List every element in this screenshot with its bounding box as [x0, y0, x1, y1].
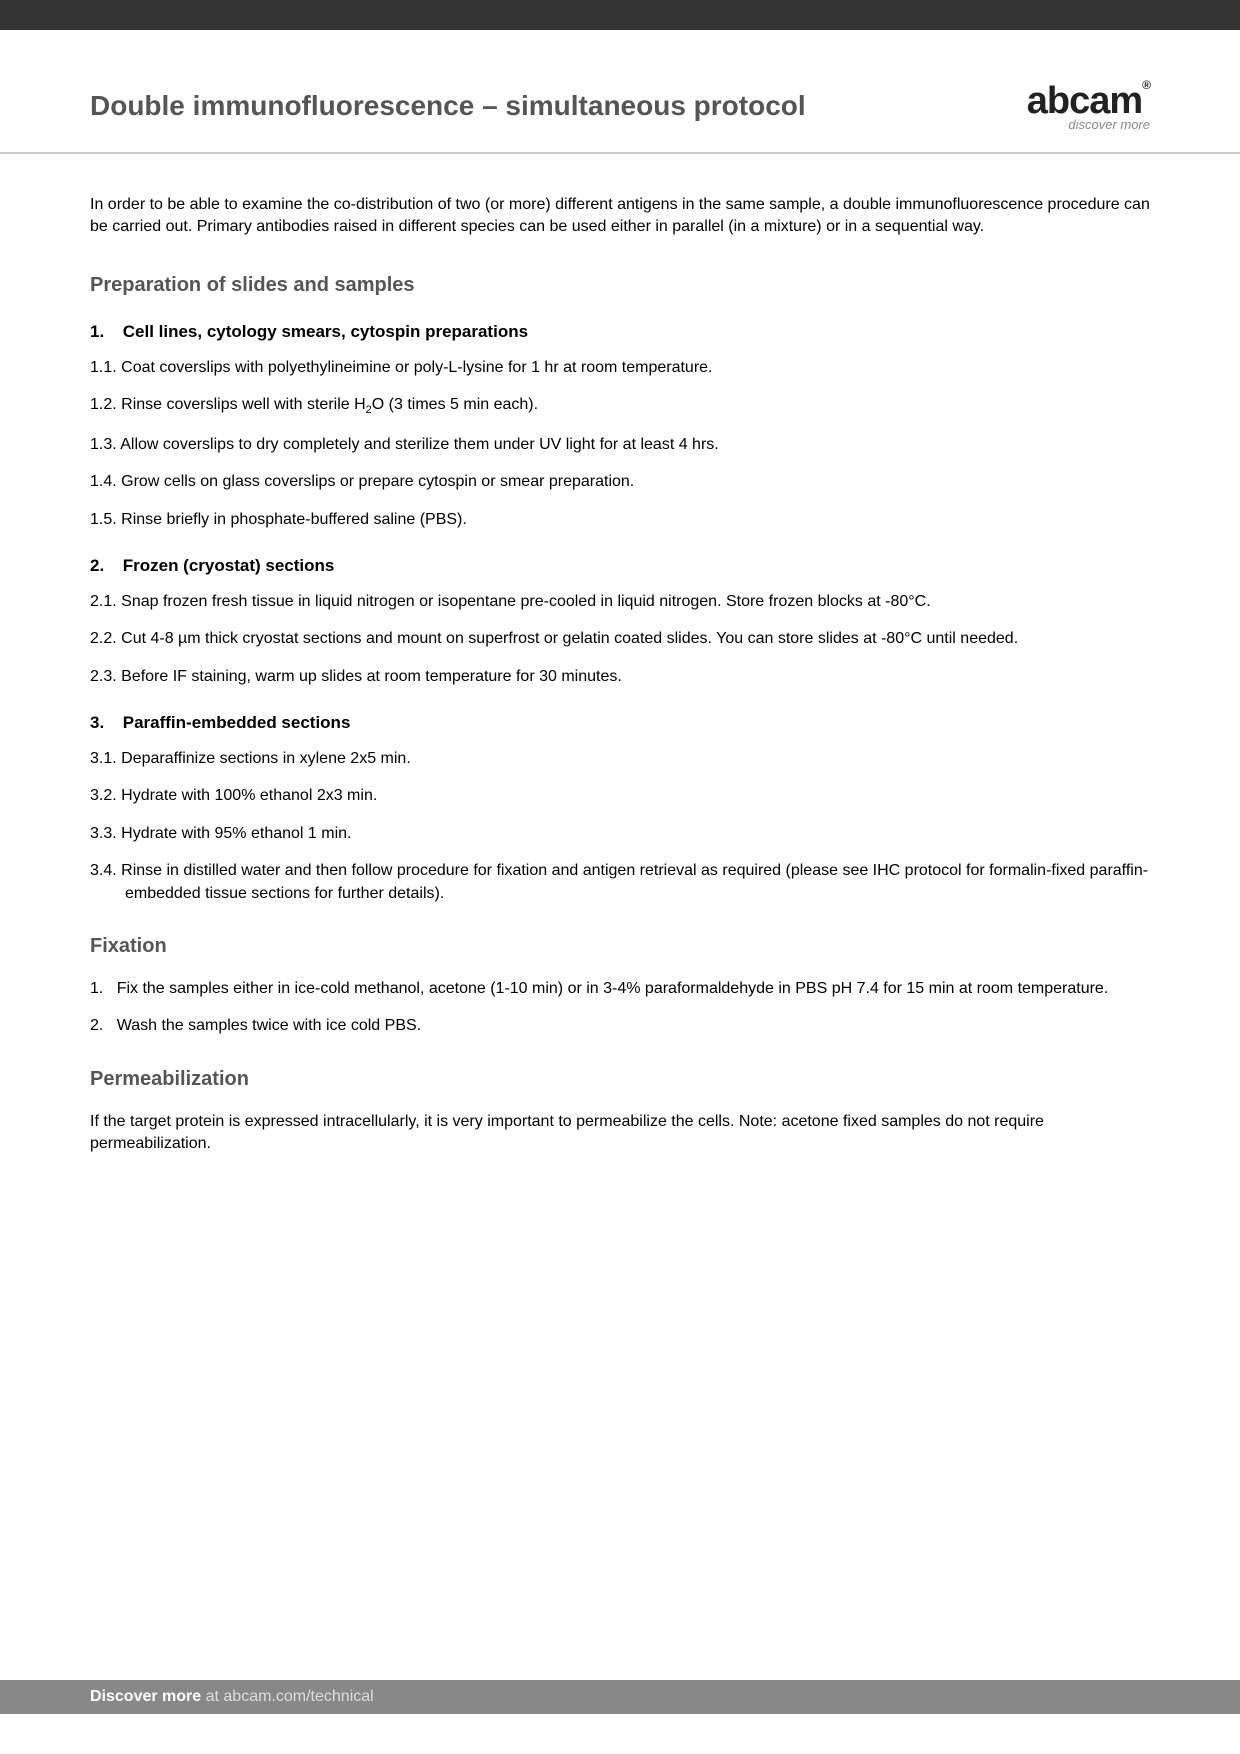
- step-item: 1.1. Coat coverslips with polyethylineim…: [90, 357, 1150, 379]
- step-num: 2.3.: [90, 668, 117, 685]
- step-item: 1.4. Grow cells on glass coverslips or p…: [90, 471, 1150, 493]
- subsection-title: Cell lines, cytology smears, cytospin pr…: [123, 322, 528, 341]
- step-text-post: O (3 times 5 min each).: [372, 396, 538, 413]
- header: Double immunofluorescence – simultaneous…: [0, 30, 1240, 152]
- step-item: 2.2. Cut 4-8 µm thick cryostat sections …: [90, 628, 1150, 650]
- subsection-title: Frozen (cryostat) sections: [123, 556, 335, 575]
- step-text: Hydrate with 100% ethanol 2x3 min.: [121, 787, 377, 804]
- subsection-num: 3.: [90, 713, 118, 733]
- step-text: Snap frozen fresh tissue in liquid nitro…: [121, 593, 931, 610]
- step-num: 1.1.: [90, 359, 117, 376]
- section-permeabilization-heading: Permeabilization: [90, 1068, 1150, 1091]
- step-num: 1.: [90, 980, 103, 997]
- step-num: 3.3.: [90, 825, 117, 842]
- step-num: 1.5.: [90, 511, 117, 528]
- permeabilization-text: If the target protein is expressed intra…: [90, 1111, 1150, 1156]
- step-num: 3.1.: [90, 750, 117, 767]
- step-item: 2. Wash the samples twice with ice cold …: [90, 1015, 1150, 1037]
- step-text: Cut 4-8 µm thick cryostat sections and m…: [121, 630, 1018, 647]
- section-preparation-heading: Preparation of slides and samples: [90, 274, 1150, 297]
- step-text: Fix the samples either in ice-cold metha…: [117, 980, 1109, 997]
- logo: abcam® discover more: [1027, 80, 1150, 132]
- subsection-cell-lines-heading: 1. Cell lines, cytology smears, cytospin…: [90, 322, 1150, 342]
- step-num: 1.3.: [90, 436, 117, 453]
- subsection-frozen-heading: 2. Frozen (cryostat) sections: [90, 556, 1150, 576]
- logo-reg: ®: [1142, 78, 1150, 92]
- step-item: 2.3. Before IF staining, warm up slides …: [90, 666, 1150, 688]
- step-item: 2.1. Snap frozen fresh tissue in liquid …: [90, 591, 1150, 613]
- step-item: 1.2. Rinse coverslips well with sterile …: [90, 394, 1150, 419]
- subsection-num: 2.: [90, 556, 118, 576]
- step-num: 3.2.: [90, 787, 117, 804]
- step-text: Hydrate with 95% ethanol 1 min.: [121, 825, 351, 842]
- step-num: 2.1.: [90, 593, 117, 610]
- top-bar: [0, 0, 1240, 30]
- step-num: 3.4.: [90, 862, 117, 879]
- step-item: 3.3. Hydrate with 95% ethanol 1 min.: [90, 823, 1150, 845]
- step-num: 1.2.: [90, 396, 117, 413]
- step-text: Grow cells on glass coverslips or prepar…: [121, 473, 634, 490]
- logo-main: abcam®: [1027, 80, 1150, 123]
- step-num: 2.: [90, 1017, 103, 1034]
- step-text: Rinse briefly in phosphate-buffered sali…: [121, 511, 467, 528]
- step-num: 1.4.: [90, 473, 117, 490]
- header-divider: [0, 152, 1240, 154]
- step-text: Coat coverslips with polyethylineimine o…: [121, 359, 712, 376]
- subsection-num: 1.: [90, 322, 118, 342]
- step-text: Wash the samples twice with ice cold PBS…: [117, 1017, 421, 1034]
- footer: Discover more at abcam.com/technical: [0, 1680, 1240, 1714]
- step-item: 1.5. Rinse briefly in phosphate-buffered…: [90, 509, 1150, 531]
- footer-rest: at abcam.com/technical: [201, 1688, 374, 1705]
- step-num: 2.2.: [90, 630, 117, 647]
- content: In order to be able to examine the co-di…: [0, 194, 1240, 1156]
- logo-text: abcam: [1027, 80, 1142, 122]
- step-text: Deparaffinize sections in xylene 2x5 min…: [121, 750, 411, 767]
- step-text-pre: Rinse coverslips well with sterile H: [121, 396, 366, 413]
- step-text: Rinse in distilled water and then follow…: [121, 862, 1148, 901]
- section-fixation-heading: Fixation: [90, 935, 1150, 958]
- subsection-title: Paraffin-embedded sections: [123, 713, 351, 732]
- step-item: 3.1. Deparaffinize sections in xylene 2x…: [90, 748, 1150, 770]
- step-item: 1.3. Allow coverslips to dry completely …: [90, 434, 1150, 456]
- page-title: Double immunofluorescence – simultaneous…: [90, 90, 806, 122]
- step-text: Allow coverslips to dry completely and s…: [120, 436, 718, 453]
- step-item: 1. Fix the samples either in ice-cold me…: [90, 978, 1150, 1000]
- step-text: Before IF staining, warm up slides at ro…: [121, 668, 622, 685]
- step-item: 3.4. Rinse in distilled water and then f…: [90, 860, 1150, 905]
- footer-bar: Discover more at abcam.com/technical: [0, 1680, 1240, 1714]
- intro-text: In order to be able to examine the co-di…: [90, 194, 1150, 239]
- step-item: 3.2. Hydrate with 100% ethanol 2x3 min.: [90, 785, 1150, 807]
- subsection-paraffin-heading: 3. Paraffin-embedded sections: [90, 713, 1150, 733]
- footer-bold: Discover more: [90, 1688, 201, 1705]
